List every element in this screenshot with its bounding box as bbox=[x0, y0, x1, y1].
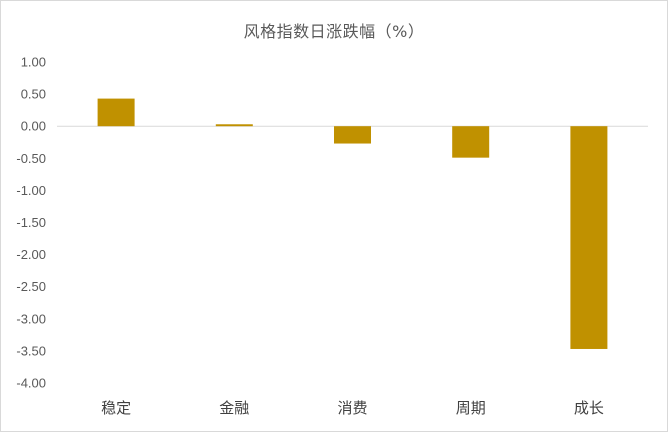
chart-title: 风格指数日涨跌幅（%） bbox=[243, 22, 425, 41]
x-category-label: 稳定 bbox=[101, 399, 131, 417]
bar-1 bbox=[215, 124, 253, 127]
x-axis-labels: 稳定 金融 消费 周期 成长 bbox=[101, 399, 604, 417]
y-tick-label: -4.00 bbox=[16, 376, 46, 391]
y-axis-labels: 1.00 0.50 0.00 -0.50 -1.00 -1.50 -2.00 -2.50 -3.… bbox=[16, 55, 46, 391]
x-category-label: 成长 bbox=[574, 399, 604, 417]
y-tick-label: -3.00 bbox=[16, 311, 46, 326]
y-tick-label: 1.00 bbox=[21, 55, 46, 70]
bar-2 bbox=[334, 126, 371, 144]
y-tick-label: -3.50 bbox=[16, 343, 46, 358]
bar-4 bbox=[570, 126, 608, 349]
y-tick-label: -1.00 bbox=[16, 183, 46, 198]
x-category-label: 金融 bbox=[219, 399, 249, 417]
y-tick-label: -2.50 bbox=[16, 279, 46, 294]
bars bbox=[97, 98, 608, 349]
y-tick-label: 0.50 bbox=[21, 87, 46, 102]
bar-0 bbox=[97, 98, 135, 127]
y-tick-label: -1.50 bbox=[16, 215, 46, 230]
y-tick-label: 0.00 bbox=[21, 119, 46, 134]
bar-3 bbox=[452, 126, 490, 158]
x-category-label: 消费 bbox=[337, 399, 367, 417]
y-tick-label: -0.50 bbox=[16, 151, 46, 166]
y-tick-label: -2.00 bbox=[16, 247, 46, 262]
x-category-label: 周期 bbox=[456, 399, 486, 417]
